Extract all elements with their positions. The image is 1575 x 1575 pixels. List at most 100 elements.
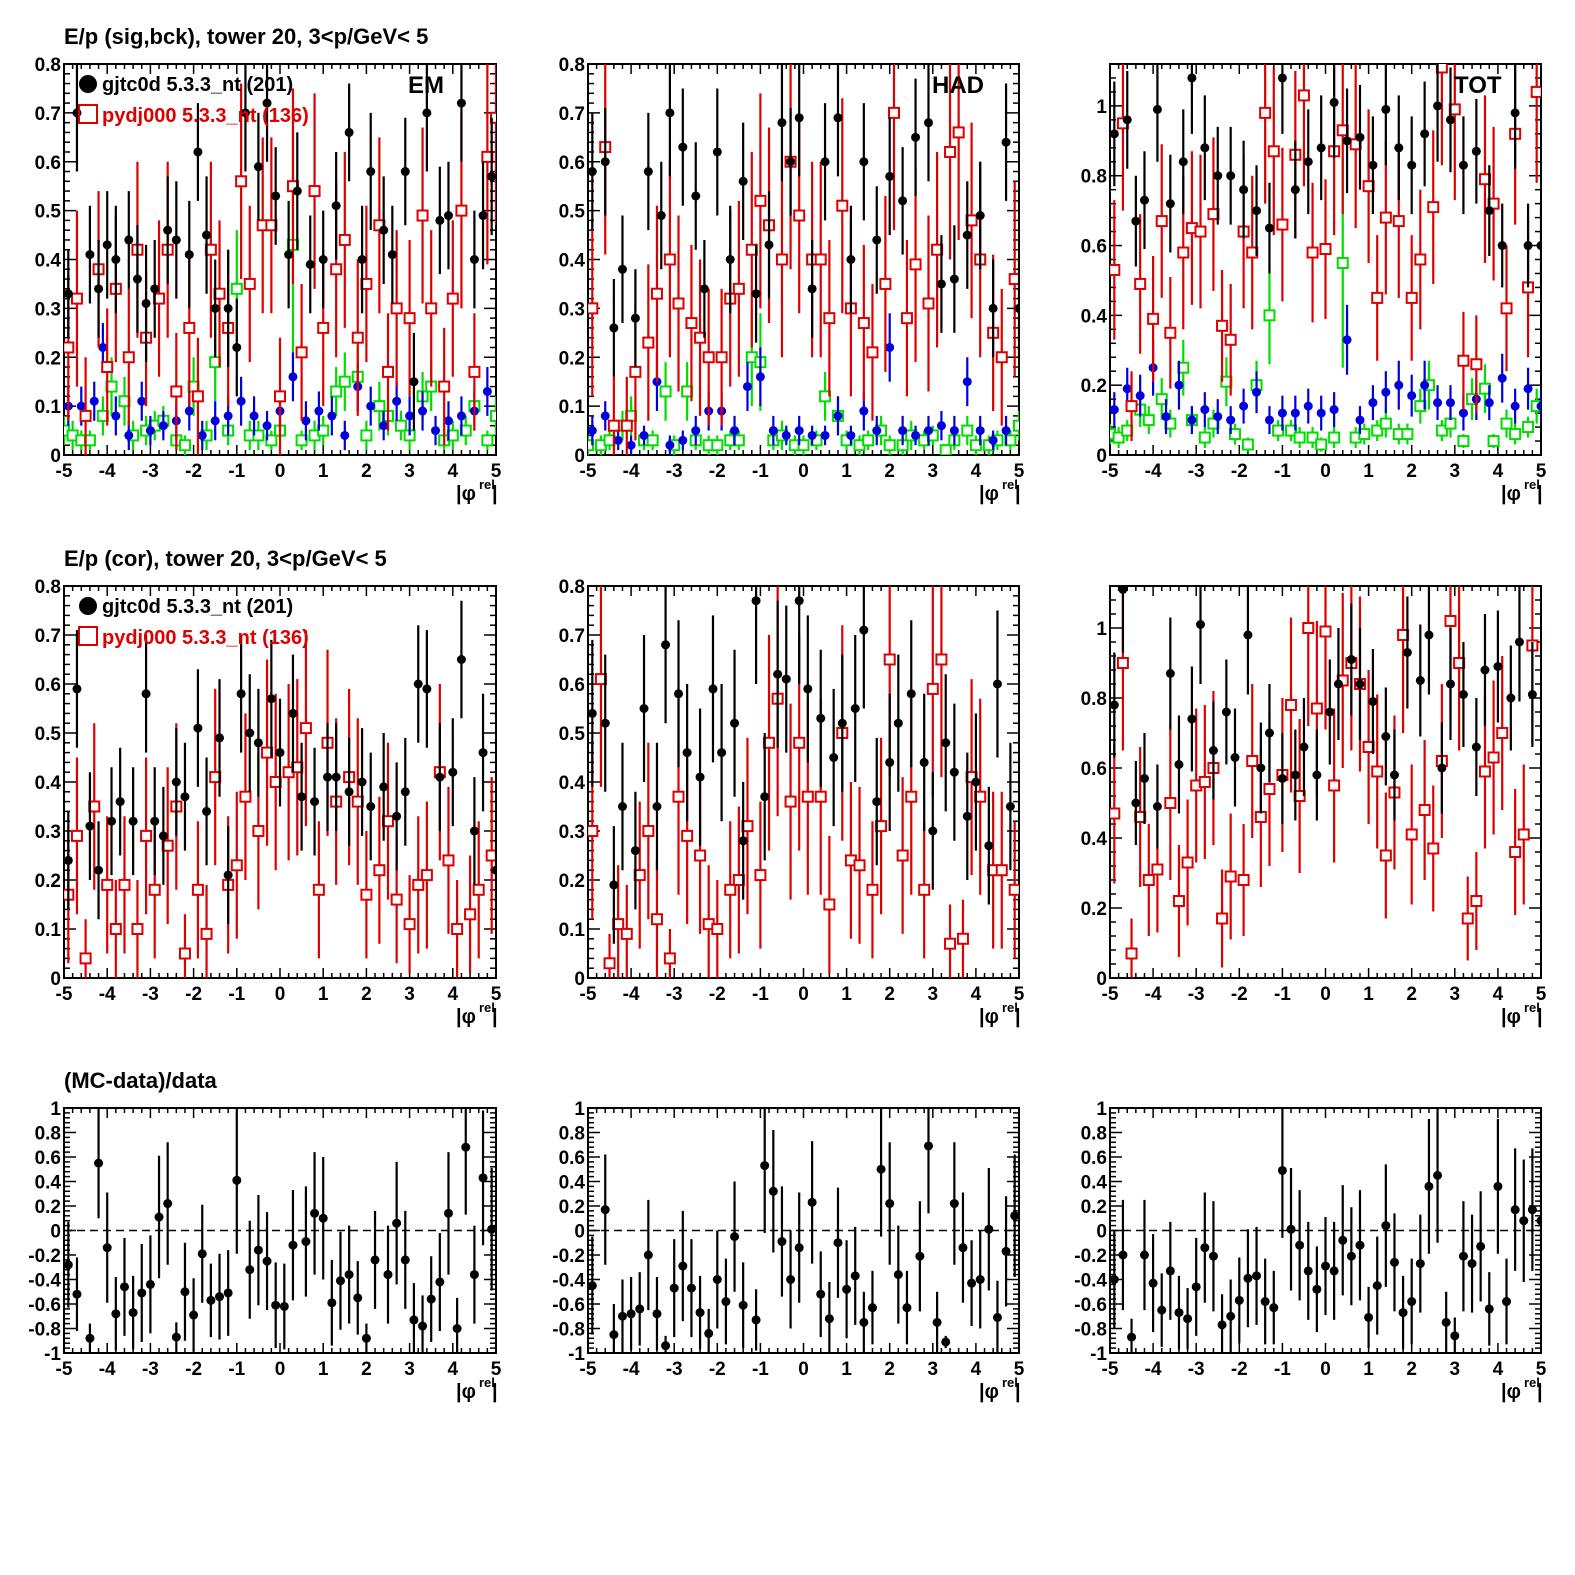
y-tick-label: -1: [568, 1344, 585, 1365]
data-point: [1371, 765, 1384, 778]
x-axis-label-close: |: [1537, 483, 1543, 505]
x-tick-label: 3: [1450, 1359, 1461, 1380]
y-tick-label: 0.5: [35, 724, 62, 745]
data-point: [390, 302, 403, 315]
x-axis-label-close: |: [492, 1381, 498, 1403]
x-axis-label: |φ: [456, 1381, 476, 1403]
data-point: [794, 1243, 804, 1253]
y-tick-label: 0: [574, 969, 585, 990]
legend-marker-mc: [78, 626, 98, 646]
data-point: [107, 816, 117, 826]
data-point: [72, 108, 82, 118]
data-point: [1424, 630, 1434, 640]
data-point: [751, 1315, 761, 1325]
data-point: [1200, 143, 1210, 153]
data-point: [413, 679, 423, 689]
data-point: [859, 157, 869, 167]
data-point: [1371, 291, 1384, 304]
x-tick-label: 3: [404, 461, 415, 482]
data-point: [400, 787, 410, 797]
data-point: [923, 1141, 933, 1151]
data-point: [202, 230, 212, 240]
data-point: [469, 1270, 479, 1280]
x-tick-label: 2: [361, 461, 372, 482]
data-point: [1435, 424, 1448, 437]
data-point: [1398, 1308, 1408, 1318]
y-tick-label: 0.2: [559, 1197, 585, 1218]
data-point: [952, 126, 965, 139]
series-layer: [1110, 1108, 1541, 1353]
y-tick-label: 1: [574, 1099, 585, 1120]
data-point: [163, 1199, 173, 1209]
data-point: [665, 108, 675, 118]
data-point: [232, 1175, 242, 1185]
data-point: [1433, 398, 1443, 408]
x-tick-label: 1: [318, 984, 329, 1005]
y-tick-label: 0: [1096, 1222, 1107, 1243]
data-point: [416, 209, 429, 222]
data-point: [1445, 115, 1455, 125]
data-point: [600, 411, 610, 421]
y-tick-label: 0.1: [559, 397, 586, 418]
y-tick-label: -0.6: [28, 1295, 61, 1316]
data-point: [1445, 398, 1455, 408]
data-point: [801, 790, 814, 803]
data-point: [1164, 326, 1177, 339]
x-axis-label: |φ: [456, 483, 476, 505]
data-point: [620, 927, 633, 940]
data-point: [1392, 215, 1405, 228]
data-point: [331, 772, 341, 782]
data-point: [400, 1255, 410, 1265]
data-point: [1183, 1314, 1193, 1324]
x-axis-label-close: |: [1015, 1006, 1021, 1028]
x-tick-label: 4: [971, 461, 982, 482]
data-point: [872, 797, 882, 807]
data-point: [210, 416, 220, 426]
data-point: [1401, 428, 1414, 441]
data-point: [308, 185, 321, 198]
data-point: [111, 255, 121, 264]
data-point: [932, 1317, 942, 1327]
data-point: [1379, 211, 1392, 224]
x-tick-label: -1: [752, 461, 769, 482]
data-point: [490, 409, 496, 422]
data-point: [1142, 874, 1155, 886]
data-point: [148, 883, 161, 896]
data-point: [928, 826, 938, 836]
data-point: [836, 199, 849, 212]
data-point: [1480, 665, 1490, 675]
data-point: [482, 386, 492, 396]
data-point: [926, 682, 939, 695]
data-point: [1519, 1216, 1529, 1226]
data-point: [1470, 358, 1483, 371]
data-point: [1527, 1205, 1537, 1215]
data-point: [412, 878, 425, 891]
data-point: [1316, 143, 1326, 153]
data-point: [1405, 291, 1418, 304]
data-point: [1290, 408, 1300, 418]
data-point: [184, 406, 194, 416]
x-tick-label: -3: [1188, 1359, 1205, 1380]
data-point: [327, 1298, 337, 1308]
x-axis-label-close: |: [492, 1006, 498, 1028]
data-point: [132, 274, 142, 284]
data-point: [1346, 655, 1356, 664]
data-point: [588, 302, 599, 315]
data-point: [695, 1308, 705, 1318]
data-point: [1321, 1261, 1330, 1271]
data-point: [1198, 431, 1211, 444]
data-point: [669, 1283, 679, 1293]
data-point: [1243, 630, 1253, 640]
data-point: [711, 923, 724, 935]
data-point: [1493, 662, 1503, 671]
data-point: [846, 430, 856, 440]
data-point: [975, 426, 985, 436]
data-point: [1523, 384, 1533, 394]
data-point: [1165, 199, 1175, 209]
data-point: [1148, 1278, 1158, 1288]
data-point: [305, 259, 315, 269]
row-title-ratio: (MC-data)/data: [64, 1068, 218, 1093]
data-point: [392, 396, 402, 406]
data-point: [967, 1278, 977, 1288]
data-point: [793, 209, 806, 222]
